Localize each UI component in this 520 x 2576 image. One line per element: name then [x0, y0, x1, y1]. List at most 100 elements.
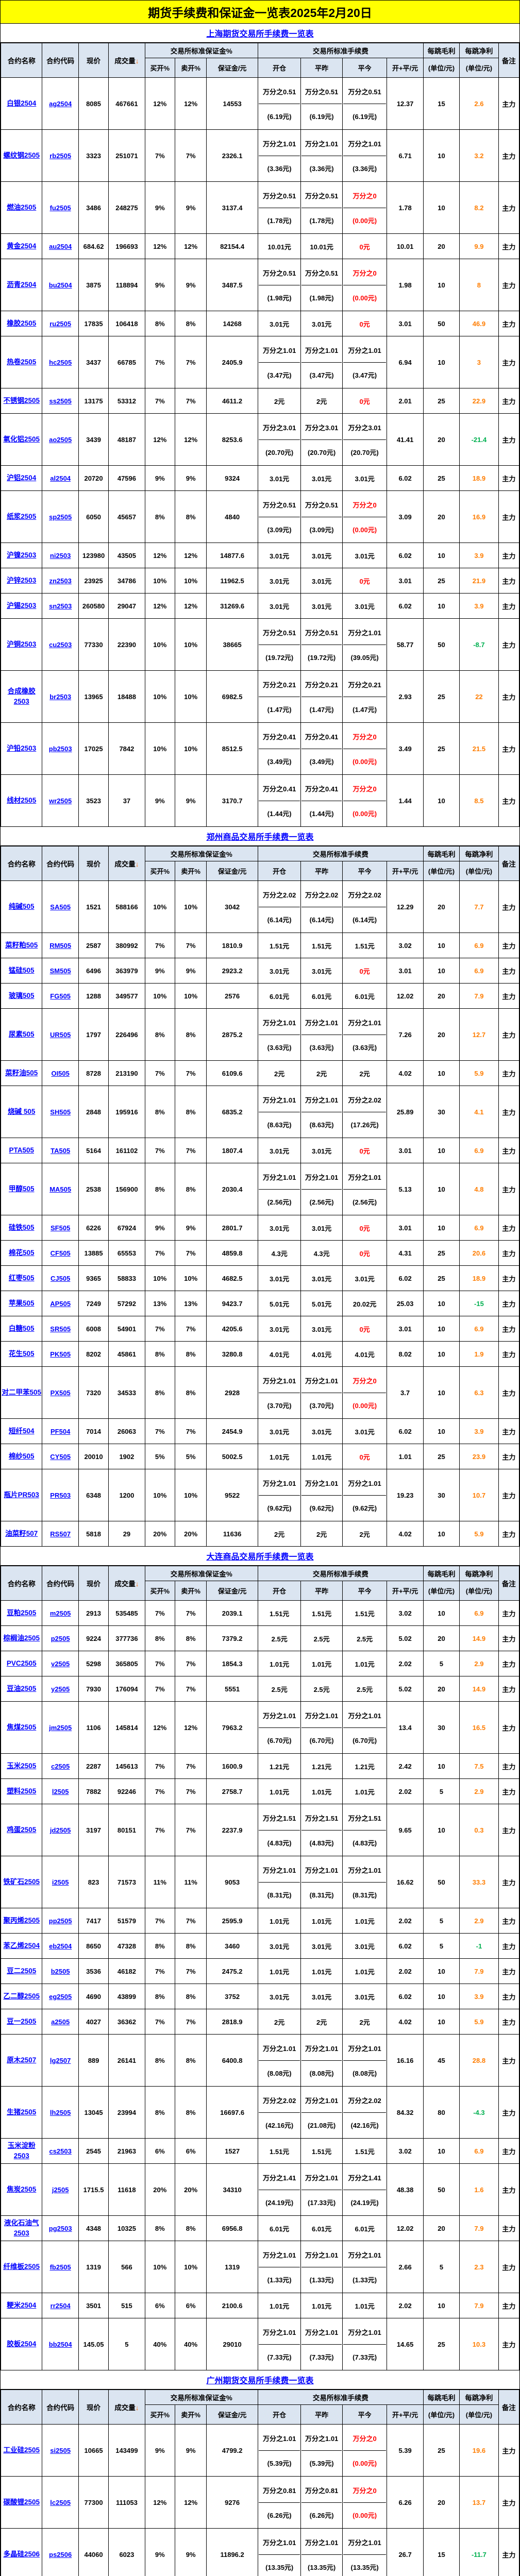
contract-code-link[interactable]: rb2505	[49, 152, 71, 160]
contract-code-link[interactable]: c2505	[51, 1762, 70, 1770]
contract-name-link[interactable]: 不锈钢2505	[3, 397, 40, 404]
contract-name-link[interactable]: 玉米2505	[7, 1762, 36, 1770]
contract-code-link[interactable]: hc2505	[49, 359, 72, 366]
contract-name-link[interactable]: 铁矿石2505	[3, 1878, 40, 1886]
contract-name-link[interactable]: 工业硅2505	[3, 2446, 40, 2454]
contract-code-link[interactable]: b2505	[51, 1968, 70, 1975]
contract-code-link[interactable]: sn2503	[49, 602, 72, 610]
contract-name-link[interactable]: 棉纱505	[9, 1452, 35, 1460]
contract-code-link[interactable]: eg2505	[49, 1993, 72, 2001]
contract-code-link[interactable]: ps2506	[49, 2551, 72, 2558]
contract-name-link[interactable]: 白糖505	[9, 1325, 35, 1332]
contract-name-link[interactable]: 纤维板2505	[3, 2263, 40, 2270]
contract-name-link[interactable]: 短纤504	[9, 1427, 35, 1435]
contract-code-link[interactable]: y2505	[51, 1685, 70, 1693]
contract-name-link[interactable]: 合成橡胶2503	[8, 687, 36, 705]
contract-code-link[interactable]: si2505	[50, 2447, 71, 2454]
contract-code-link[interactable]: wr2505	[49, 797, 72, 805]
contract-name-link[interactable]: 沪铜2503	[7, 640, 36, 648]
contract-name-link[interactable]: 硅铁505	[9, 1224, 35, 1231]
contract-code-link[interactable]: l2505	[52, 1788, 69, 1795]
section-title-link[interactable]: 大连商品交易所手续费一览表	[206, 1553, 313, 1562]
contract-code-link[interactable]: j2505	[52, 2186, 69, 2194]
contract-code-link[interactable]: rr2504	[51, 2302, 71, 2310]
contract-name-link[interactable]: 生猪2505	[7, 2108, 36, 2116]
contract-name-link[interactable]: 沪铝2504	[7, 474, 36, 482]
contract-name-link[interactable]: 沪锡2503	[7, 602, 36, 609]
contract-name-link[interactable]: 乙二醇2505	[3, 1992, 40, 2000]
contract-code-link[interactable]: ss2505	[49, 397, 71, 405]
contract-name-link[interactable]: 线材2505	[7, 796, 36, 804]
contract-code-link[interactable]: MA505	[49, 1185, 71, 1193]
contract-name-link[interactable]: 尿素505	[9, 1030, 35, 1038]
contract-code-link[interactable]: cs2503	[49, 2147, 71, 2155]
contract-name-link[interactable]: 菜籽粕505	[5, 941, 38, 949]
contract-code-link[interactable]: bb2504	[49, 2341, 72, 2348]
contract-code-link[interactable]: ao2505	[49, 436, 72, 444]
contract-code-link[interactable]: fb2505	[50, 2263, 71, 2271]
contract-name-link[interactable]: 黄金2504	[7, 242, 36, 250]
contract-name-link[interactable]: 沪锌2503	[7, 577, 36, 584]
contract-name-link[interactable]: 纯碱505	[9, 903, 35, 910]
contract-code-link[interactable]: SH505	[50, 1108, 71, 1116]
contract-code-link[interactable]: ni2503	[50, 552, 71, 560]
contract-name-link[interactable]: 热卷2505	[7, 358, 36, 366]
contract-code-link[interactable]: p2505	[51, 1635, 70, 1642]
contract-name-link[interactable]: 豆油2505	[7, 1685, 36, 1692]
contract-code-link[interactable]: RM505	[49, 942, 71, 950]
sort-descending-icon[interactable]: ↓	[136, 2404, 139, 2412]
contract-code-link[interactable]: v2505	[51, 1660, 70, 1668]
contract-code-link[interactable]: eb2504	[49, 1942, 72, 1950]
contract-code-link[interactable]: pg2503	[49, 2225, 72, 2232]
contract-code-link[interactable]: lg2507	[50, 2057, 71, 2064]
contract-name-link[interactable]: 豆粕2505	[7, 1609, 36, 1617]
contract-name-link[interactable]: 棉花505	[9, 1249, 35, 1257]
contract-name-link[interactable]: 螺纹钢2505	[3, 151, 40, 159]
contract-code-link[interactable]: sp2505	[49, 513, 72, 521]
contract-code-link[interactable]: au2504	[49, 243, 72, 250]
contract-code-link[interactable]: cu2503	[49, 641, 72, 649]
contract-code-link[interactable]: ag2504	[49, 100, 72, 108]
contract-code-link[interactable]: PK505	[50, 1350, 71, 1358]
contract-name-link[interactable]: PVC2505	[7, 1659, 37, 1667]
contract-code-link[interactable]: zn2503	[49, 577, 71, 585]
contract-name-link[interactable]: 白银2504	[7, 99, 36, 107]
sort-descending-icon[interactable]: ↓	[136, 860, 139, 868]
contract-code-link[interactable]: al2504	[50, 474, 71, 482]
contract-name-link[interactable]: 胶板2504	[7, 2340, 36, 2348]
contract-code-link[interactable]: CJ505	[51, 1275, 70, 1282]
contract-name-link[interactable]: 红枣505	[9, 1274, 35, 1282]
contract-code-link[interactable]: SA505	[50, 903, 71, 911]
contract-code-link[interactable]: CF505	[51, 1249, 71, 1257]
contract-name-link[interactable]: 焦煤2505	[7, 1723, 36, 1731]
contract-code-link[interactable]: bu2504	[49, 281, 72, 289]
section-title-link[interactable]: 上海期货交易所手续费一览表	[206, 30, 313, 39]
contract-name-link[interactable]: 粳米2504	[7, 2301, 36, 2309]
contract-name-link[interactable]: PTA505	[9, 1146, 34, 1154]
contract-name-link[interactable]: 鸡蛋2505	[7, 1826, 36, 1834]
section-title-link[interactable]: 广州期货交易所手续费一览表	[206, 2377, 313, 2385]
contract-code-link[interactable]: i2505	[52, 1878, 69, 1886]
contract-code-link[interactable]: AP505	[50, 1300, 71, 1308]
contract-code-link[interactable]: pp2505	[49, 1917, 72, 1925]
sort-descending-icon[interactable]: ↓	[136, 1580, 139, 1588]
contract-code-link[interactable]: lc2505	[50, 2499, 71, 2506]
section-title-link[interactable]: 郑州商品交易所手续费一览表	[206, 833, 313, 842]
contract-code-link[interactable]: FG505	[50, 992, 71, 1000]
contract-code-link[interactable]: jm2505	[49, 1724, 72, 1732]
contract-name-link[interactable]: 聚丙烯2505	[3, 1917, 40, 1924]
contract-name-link[interactable]: 苹果505	[9, 1299, 35, 1307]
contract-code-link[interactable]: RS507	[50, 1530, 71, 1538]
contract-code-link[interactable]: fu2505	[50, 204, 71, 212]
contract-code-link[interactable]: OI505	[51, 1070, 69, 1077]
contract-name-link[interactable]: 橡胶2505	[7, 319, 36, 327]
contract-name-link[interactable]: 沪铅2503	[7, 744, 36, 752]
contract-name-link[interactable]: 沥青2504	[7, 281, 36, 289]
contract-name-link[interactable]: 液化石油气2503	[4, 2219, 39, 2237]
contract-code-link[interactable]: m2505	[50, 1609, 71, 1617]
contract-name-link[interactable]: 对二甲苯505	[2, 1388, 41, 1396]
contract-name-link[interactable]: 焦炭2505	[7, 2185, 36, 2193]
contract-name-link[interactable]: 多晶硅2506	[3, 2550, 40, 2558]
sort-descending-icon[interactable]: ↓	[136, 57, 139, 65]
contract-name-link[interactable]: 甲醇505	[9, 1185, 35, 1193]
